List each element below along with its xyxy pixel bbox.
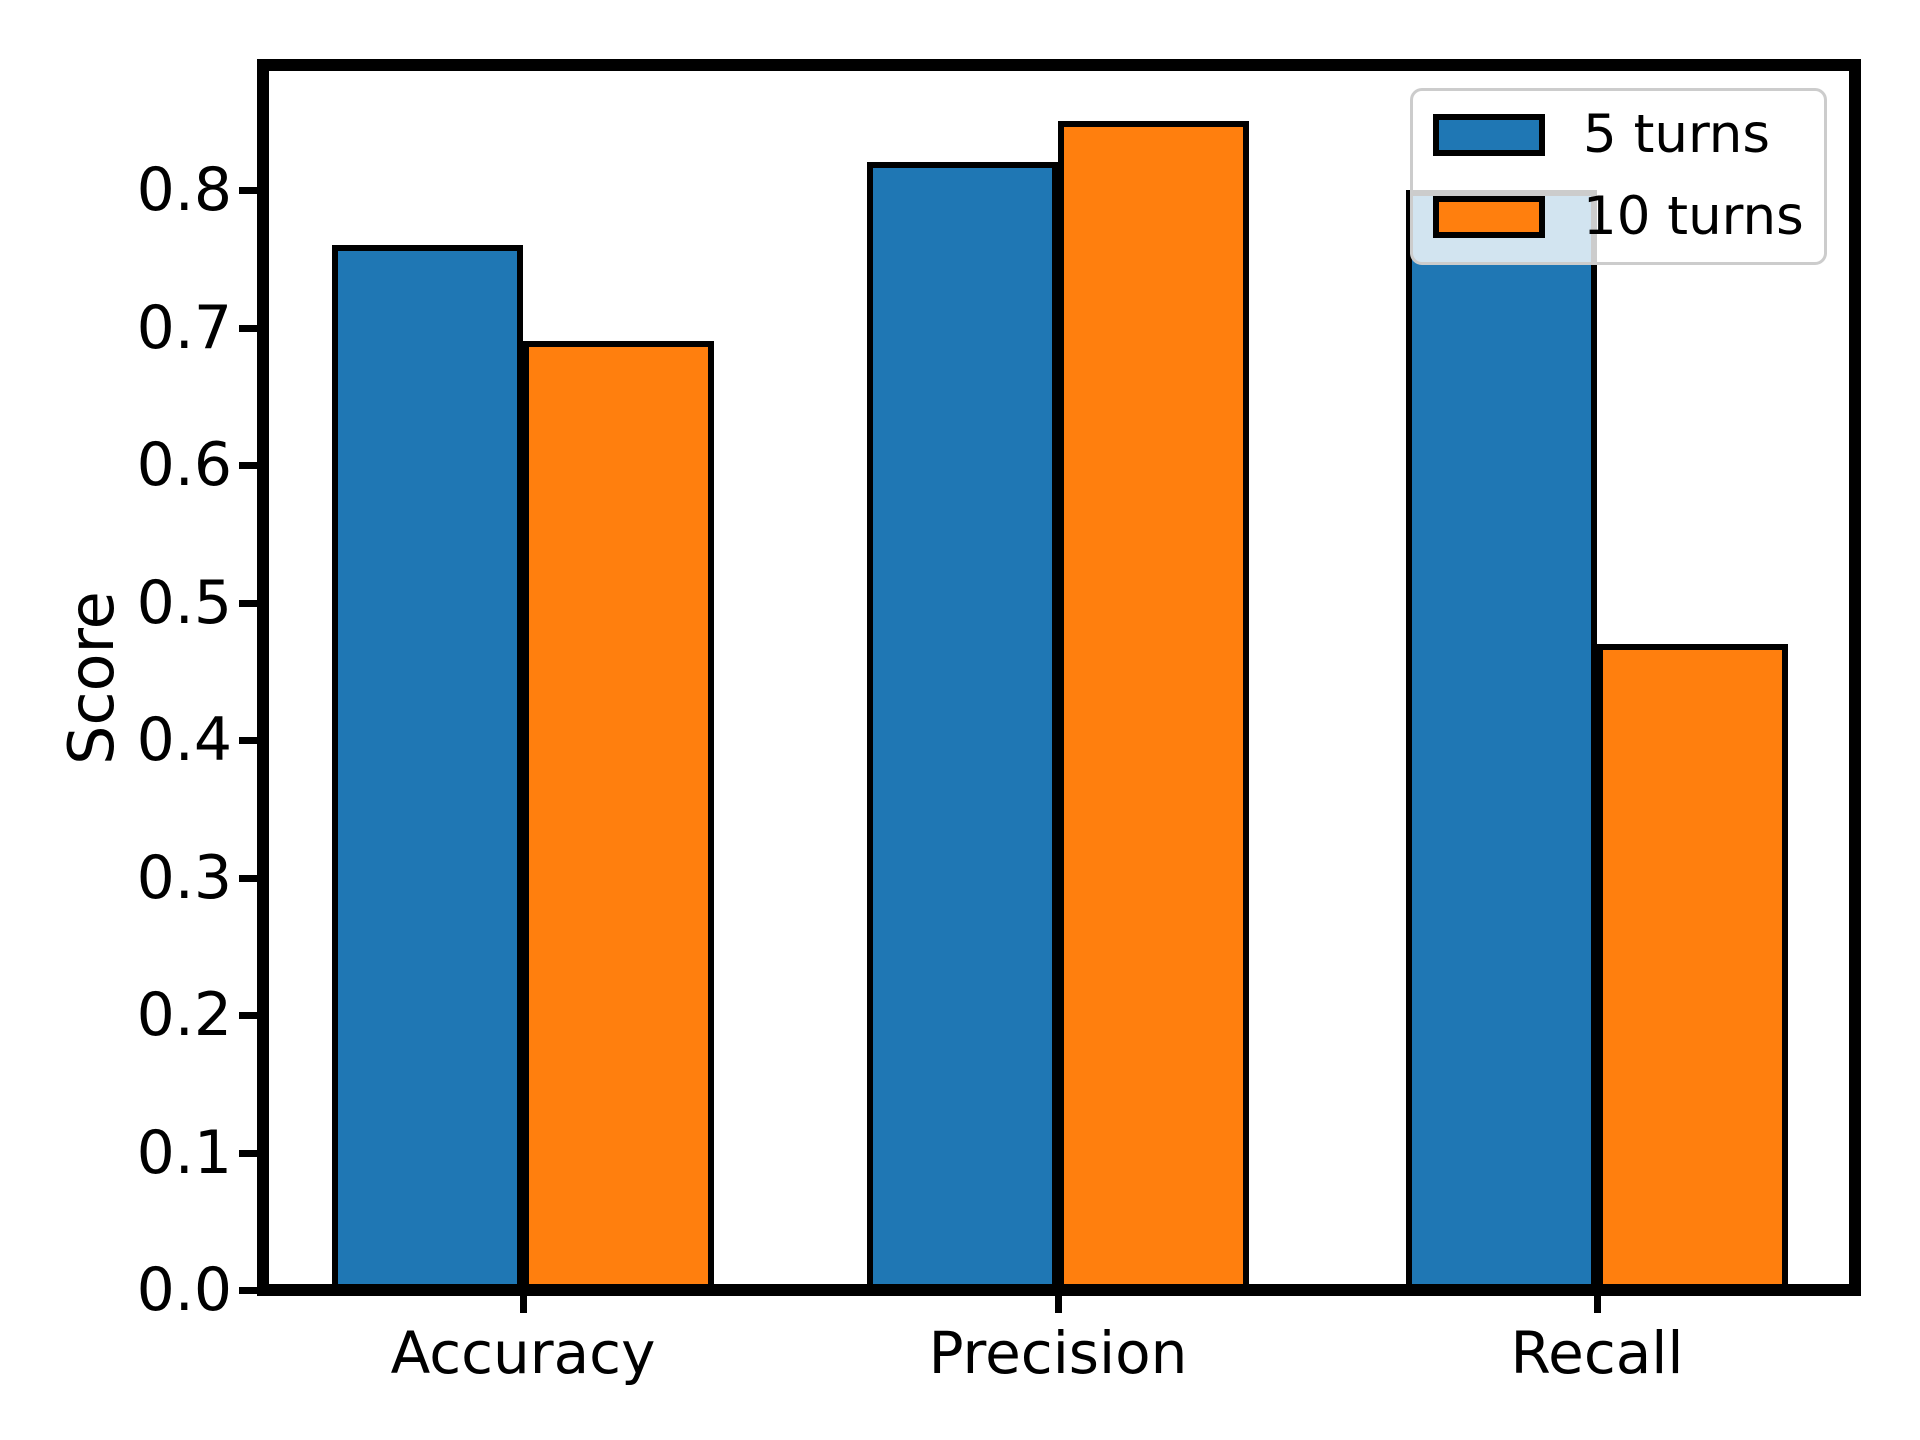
- bar-5-turns-precision: [867, 162, 1058, 1290]
- y-tick-mark-0.6: [239, 462, 257, 469]
- legend-label-5-turns: 5 turns: [1583, 104, 1771, 165]
- bar-10-turns-precision: [1058, 121, 1249, 1290]
- y-tick-mark-0.5: [239, 600, 257, 607]
- bar-10-turns-accuracy: [523, 341, 714, 1290]
- legend-label-10-turns: 10 turns: [1583, 186, 1804, 247]
- bar-10-turns-recall: [1597, 644, 1788, 1290]
- y-tick-mark-0.0: [239, 1287, 257, 1294]
- y-tick-label-0.7: 0.7: [136, 293, 232, 363]
- legend-swatch-5-turns: [1433, 114, 1545, 156]
- y-tick-label-0.2: 0.2: [136, 980, 232, 1050]
- y-tick-label-0.1: 0.1: [136, 1118, 232, 1188]
- x-tick-mark-precision: [1055, 1296, 1062, 1313]
- y-tick-label-0.8: 0.8: [136, 155, 232, 225]
- y-tick-label-0.5: 0.5: [136, 568, 232, 638]
- y-tick-label-0.6: 0.6: [136, 430, 232, 500]
- y-tick-mark-0.1: [239, 1150, 257, 1157]
- bar-5-turns-recall: [1406, 190, 1597, 1290]
- legend: 5 turns 10 turns: [1410, 88, 1827, 265]
- bar-5-turns-accuracy: [332, 245, 523, 1290]
- x-tick-mark-recall: [1594, 1296, 1601, 1313]
- x-tick-mark-accuracy: [520, 1296, 527, 1313]
- legend-swatch-10-turns: [1433, 196, 1545, 238]
- y-tick-label-0.0: 0.0: [136, 1255, 232, 1325]
- y-tick-label-0.4: 0.4: [136, 705, 232, 775]
- y-tick-mark-0.7: [239, 325, 257, 332]
- x-tick-label-recall: Recall: [1510, 1319, 1684, 1387]
- x-tick-label-accuracy: Accuracy: [390, 1319, 656, 1387]
- y-tick-mark-0.2: [239, 1012, 257, 1019]
- y-tick-label-0.3: 0.3: [136, 843, 232, 913]
- x-tick-label-precision: Precision: [928, 1319, 1188, 1387]
- y-tick-mark-0.4: [239, 737, 257, 744]
- y-tick-mark-0.8: [239, 187, 257, 194]
- y-tick-mark-0.3: [239, 875, 257, 882]
